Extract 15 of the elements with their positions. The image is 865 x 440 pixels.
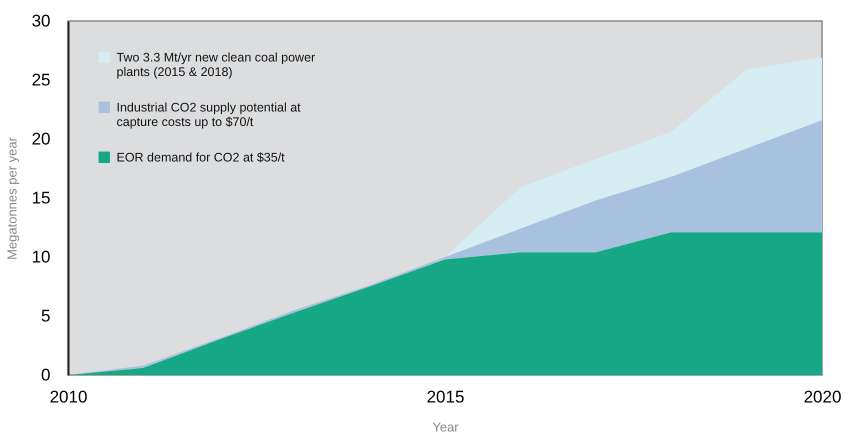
- legend-label: EOR demand for CO2 at $35/t: [116, 150, 286, 164]
- y-tick-label: 30: [32, 12, 50, 30]
- y-tick-label: 20: [32, 130, 50, 148]
- y-axis-title: Megatonnes per year: [4, 136, 20, 260]
- legend-label: Two 3.3 Mt/yr new clean coal power plants (2015 & 2018): [116, 50, 316, 79]
- y-tick-label: 10: [32, 248, 50, 266]
- y-tick-label: 5: [41, 306, 50, 326]
- legend-label: Industrial CO2 supply potential at capture costs up to $70/t: [116, 100, 302, 129]
- y-tick-label: 0: [41, 366, 50, 384]
- x-tick-label: 2015: [426, 388, 464, 406]
- y-tick-label: 15: [32, 188, 50, 208]
- x-tick-label: 2020: [804, 388, 842, 406]
- x-tick-label: 2010: [50, 388, 88, 406]
- y-tick-label: 25: [32, 70, 50, 90]
- x-axis-title: Year: [432, 420, 460, 434]
